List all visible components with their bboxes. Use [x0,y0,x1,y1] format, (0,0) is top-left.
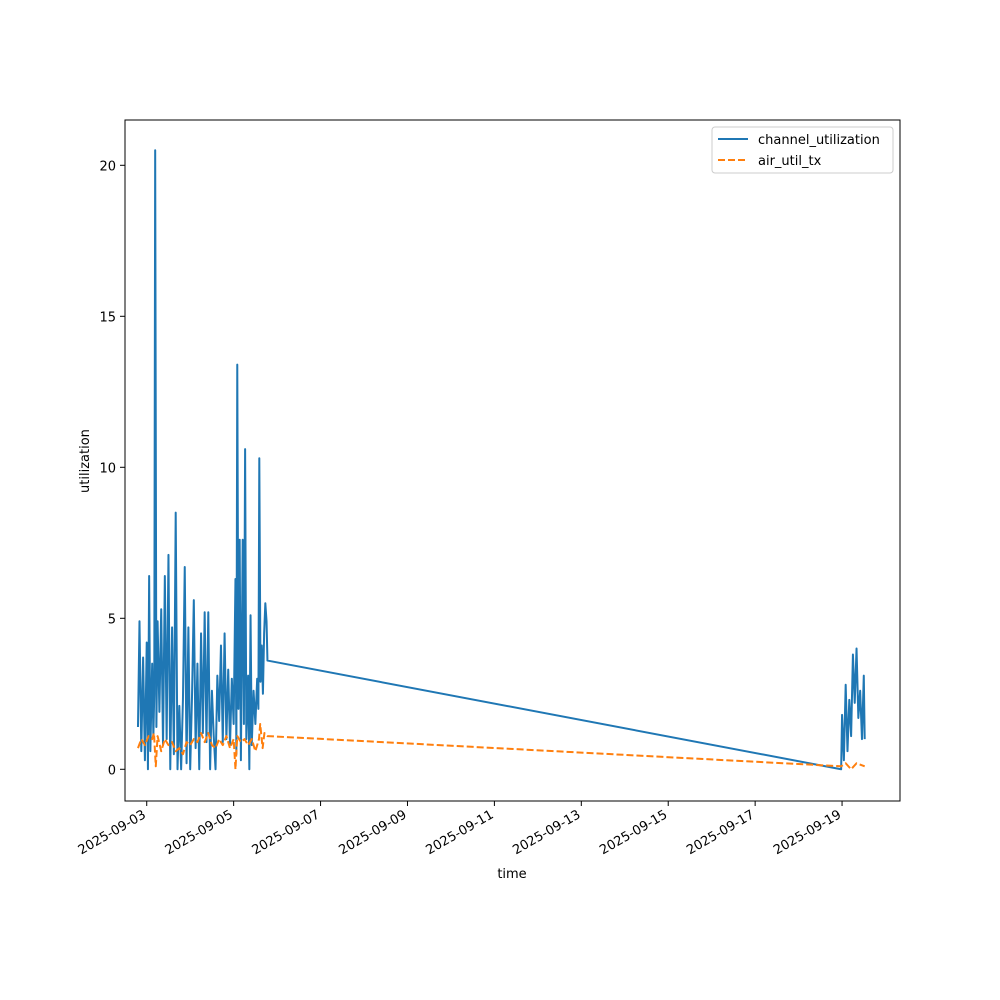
plot-frame [124,119,901,802]
y-tick-label: 0 [108,763,116,778]
y-axis-label: utilization [78,429,93,493]
series-line-air-util-tx [137,722,866,771]
legend-label-channel-utilization: channel_utilization [758,133,880,148]
y-tick-label: 10 [99,461,116,476]
y-tick-label: 15 [99,310,116,325]
y-axis-ticks: 0 5 10 15 20 [99,159,125,778]
series-layer [136,149,866,771]
y-tick-label: 5 [108,612,116,627]
legend: channel_utilization air_util_tx [711,126,894,174]
series-line-channel-utilization [136,149,866,771]
y-tick-label: 20 [99,159,116,174]
legend-box [711,126,894,174]
legend-label-air-util-tx: air_util_tx [758,154,822,169]
x-axis-label: time [497,867,526,882]
